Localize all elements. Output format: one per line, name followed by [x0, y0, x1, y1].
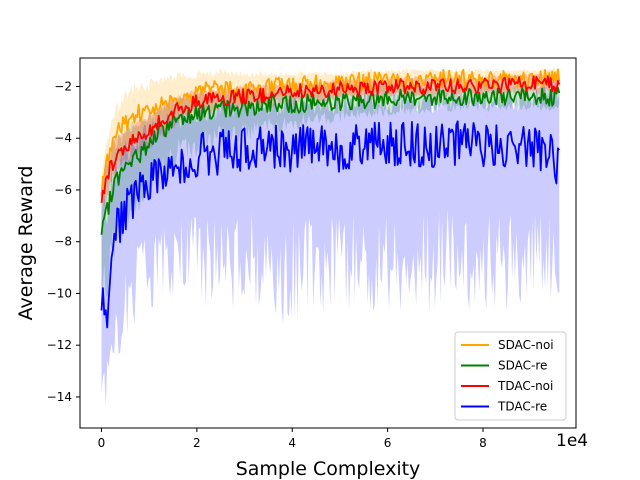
legend-box: [454, 331, 567, 421]
legend: SDAC-noi SDAC-re TDAC-noi TDAC-re: [454, 331, 567, 421]
y-tick-label: −14: [47, 390, 72, 404]
line-tdac-noi: [100, 75, 561, 203]
y-tick-label: −8: [54, 235, 72, 249]
band-tdac-noi: [101, 73, 560, 217]
legend-label: TDAC-re: [497, 400, 547, 414]
legend-label: TDAC-noi: [497, 379, 553, 393]
x-tick-label: 0: [98, 436, 106, 450]
y-tick-label: −2: [54, 79, 72, 93]
x-axis-label: Sample Complexity: [236, 458, 421, 480]
x-tick-label: 6: [384, 436, 392, 450]
series-lines: [100, 68, 561, 329]
y-tick-label: −6: [54, 183, 72, 197]
line-sdac-re: [100, 86, 561, 235]
legend-label: SDAC-noi: [498, 338, 554, 352]
y-axis-label: Average Reward: [15, 166, 37, 321]
band-sdac-noi: [101, 66, 560, 205]
y-tick-label: −12: [47, 338, 72, 352]
y-tick-label: −10: [47, 286, 72, 300]
x-tick-label: 4: [288, 436, 296, 450]
plot-frame: [79, 57, 577, 429]
y-tick-label: −4: [54, 131, 72, 145]
x-axis-offset-label: 1e4: [556, 431, 588, 451]
x-tick-label: 8: [479, 436, 487, 450]
legend-label: SDAC-re: [498, 359, 547, 373]
line-tdac-re: [100, 120, 561, 329]
x-tick-label: 2: [193, 436, 201, 450]
x-axis-ticks: 0 2 4 6 8: [98, 428, 487, 450]
y-axis-ticks: −14 −12 −10 −8 −6 −4 −2: [47, 79, 80, 404]
